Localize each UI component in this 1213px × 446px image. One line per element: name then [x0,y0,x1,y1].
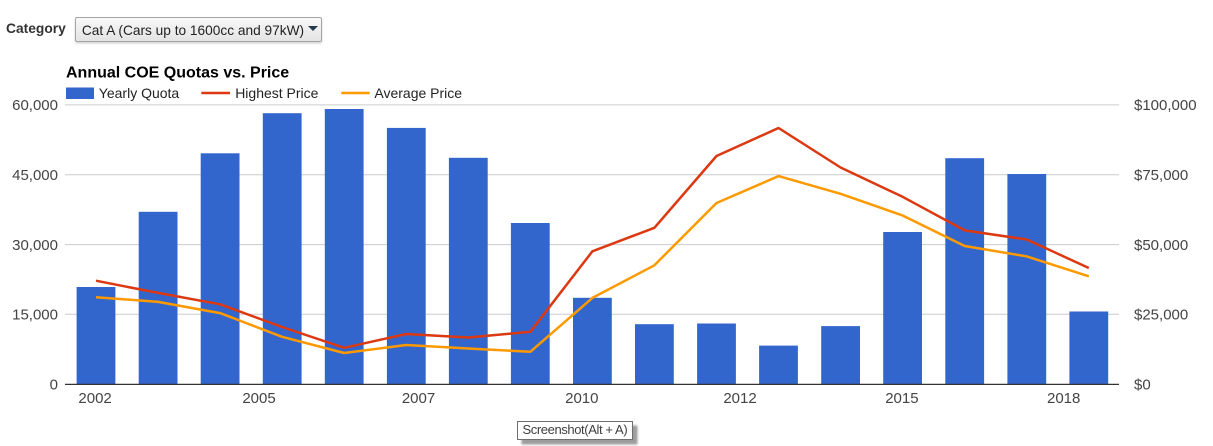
svg-text:$25,000: $25,000 [1134,307,1188,324]
svg-text:Annual COE Quotas vs. Price: Annual COE Quotas vs. Price [66,65,289,82]
svg-text:30,000: 30,000 [12,237,58,254]
svg-text:2002: 2002 [78,390,111,407]
svg-text:60,000: 60,000 [12,97,58,114]
svg-text:2010: 2010 [565,390,598,407]
svg-text:2007: 2007 [402,390,435,407]
svg-text:$50,000: $50,000 [1134,237,1188,254]
svg-text:$75,000: $75,000 [1134,167,1188,184]
svg-text:2015: 2015 [885,390,918,407]
svg-text:$0: $0 [1134,377,1151,394]
svg-text:Highest Price: Highest Price [235,85,318,101]
svg-text:2012: 2012 [723,390,756,407]
svg-text:Average Price: Average Price [374,85,462,101]
svg-text:0: 0 [50,377,58,394]
svg-text:2005: 2005 [242,390,275,407]
svg-text:45,000: 45,000 [12,167,58,184]
svg-text:15,000: 15,000 [12,307,58,324]
svg-text:$100,000: $100,000 [1134,97,1197,114]
svg-text:2018: 2018 [1047,390,1080,407]
svg-text:Yearly Quota: Yearly Quota [99,85,180,101]
